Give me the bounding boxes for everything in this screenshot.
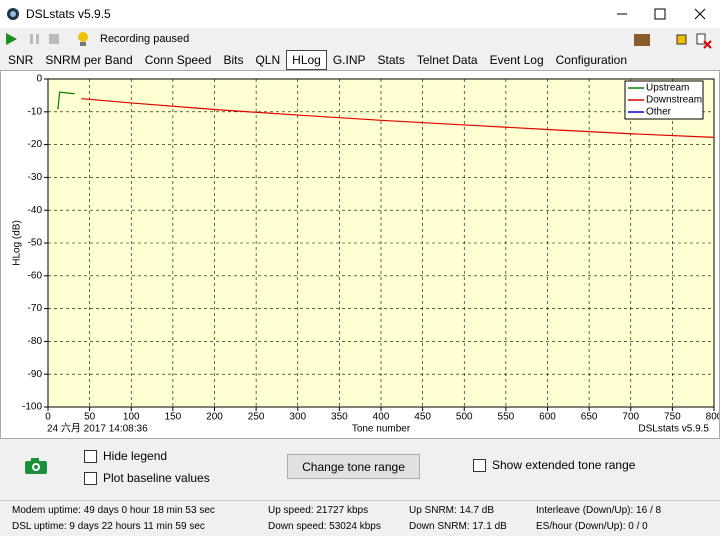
chart: HLog (dB) Tone number 24 六月 2017 14:08:3…: [12, 74, 720, 435]
recording-status: Recording paused: [100, 33, 190, 45]
x-tick-label: 800: [706, 412, 719, 423]
tab[interactable]: SNRM per Band: [45, 53, 133, 67]
checkbox-label: Show extended tone range: [492, 458, 636, 472]
tab[interactable]: Configuration: [555, 53, 628, 67]
x-tick-label: 50: [84, 412, 96, 423]
tab[interactable]: Conn Speed: [144, 53, 212, 67]
status-text: ES/hour (Down/Up): 0 / 0: [536, 521, 648, 532]
status-text: Down speed: 53024 kbps: [268, 521, 381, 532]
y-tick-label: -60: [28, 270, 43, 281]
y-tick-label: -80: [28, 336, 43, 347]
x-tick-label: 650: [581, 412, 598, 423]
x-tick-label: 400: [373, 412, 390, 423]
legend-label: Downstream: [646, 95, 702, 106]
y-tick-label: -50: [28, 238, 43, 249]
x-tick-label: 450: [414, 412, 431, 423]
x-axis-label: Tone number: [352, 424, 411, 435]
y-tick-label: -10: [28, 106, 43, 117]
tab[interactable]: HLog: [286, 50, 327, 70]
extended-range-checkbox[interactable]: Show extended tone range: [473, 458, 635, 472]
x-tick-label: 500: [456, 412, 473, 423]
status-text: Interleave (Down/Up): 16 / 8: [536, 505, 662, 516]
status-bar: Modem uptime: 49 days 0 hour 18 min 53 s…: [0, 500, 720, 536]
hide-legend-checkbox[interactable]: Hide legend: [84, 449, 167, 463]
x-tick-label: 100: [123, 412, 140, 423]
x-tick-label: 150: [165, 412, 182, 423]
legend-label: Other: [646, 107, 672, 118]
x-tick-label: 350: [331, 412, 348, 423]
status-text: Modem uptime: 49 days 0 hour 18 min 53 s…: [12, 505, 215, 516]
x-tick-label: 250: [248, 412, 265, 423]
x-tick-label: 550: [498, 412, 515, 423]
x-tick-label: 750: [664, 412, 681, 423]
y-axis-label: HLog (dB): [12, 220, 23, 266]
y-tick-label: -70: [28, 303, 43, 314]
x-tick-label: 700: [622, 412, 639, 423]
window-title: DSLstats v5.9.5: [26, 7, 111, 21]
window-buttons[interactable]: [600, 0, 720, 28]
x-tick-label: 600: [539, 412, 556, 423]
status-text: Up SNRM: 14.7 dB: [409, 505, 495, 516]
x-tick-label: 300: [289, 412, 306, 423]
watermark: DSLstats v5.9.5: [638, 424, 709, 435]
toolbar-icons[interactable]: [4, 31, 94, 47]
y-tick-label: -40: [28, 205, 43, 216]
baseline-checkbox[interactable]: Plot baseline values: [84, 471, 210, 485]
app-icon: [7, 8, 19, 20]
y-tick-label: -20: [28, 139, 43, 150]
x-tick-label: 0: [45, 412, 51, 423]
checkbox-label: Hide legend: [103, 449, 168, 463]
legend-label: Upstream: [646, 83, 689, 94]
checkbox-label: Plot baseline values: [103, 471, 210, 485]
timestamp: 24 六月 2017 14:08:36: [47, 423, 148, 435]
change-range-button[interactable]: Change tone range: [287, 454, 420, 479]
y-tick-label: -90: [28, 369, 43, 380]
tab[interactable]: Bits: [223, 53, 244, 67]
tab-strip: SNR SNRM per Band Conn Speed Bits QLN HLog G.I…: [2, 50, 633, 70]
tab[interactable]: Event Log: [489, 53, 544, 67]
chart-panel: HLog (dB) Tone number 24 六月 2017 14:08:3…: [0, 70, 720, 439]
camera-icon[interactable]: [24, 457, 48, 475]
y-tick-label: -30: [28, 172, 43, 183]
tab[interactable]: G.INP: [332, 53, 366, 67]
tab[interactable]: SNR: [8, 53, 34, 67]
y-tick-label: 0: [36, 74, 42, 85]
toolbar: Recording paused: [0, 28, 720, 50]
toolbar-right-icons[interactable]: [630, 29, 715, 49]
status-text: Up speed: 21727 kbps: [268, 505, 369, 516]
series-line: [57, 91, 75, 110]
y-tick-label: -100: [22, 402, 42, 413]
tab[interactable]: Stats: [377, 53, 405, 67]
tab[interactable]: QLN: [255, 53, 281, 67]
status-text: DSL uptime: 9 days 22 hours 11 min 59 se…: [12, 521, 205, 532]
tab[interactable]: Telnet Data: [416, 53, 478, 67]
series-line: [81, 98, 715, 138]
title-bar: DSLstats v5.9.5: [0, 0, 720, 28]
status-text: Down SNRM: 17.1 dB: [409, 521, 507, 532]
x-tick-label: 200: [206, 412, 223, 423]
